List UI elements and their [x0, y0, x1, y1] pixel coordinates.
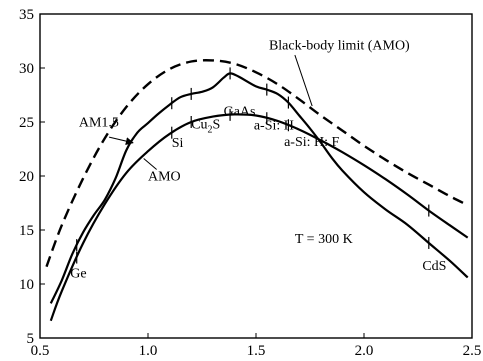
annotation-label: Si	[172, 136, 184, 151]
annotation-label: AMO	[148, 169, 181, 184]
series-line-black-body-limit-amo	[45, 59, 469, 268]
annotation-label: a-Si: H	[254, 119, 294, 134]
y-tick-label: 30	[19, 61, 34, 77]
x-tick-label: 0.5	[31, 343, 50, 359]
y-tick-label: 20	[19, 169, 34, 185]
annotation-label: T = 300 K	[295, 232, 353, 247]
y-tick-label: 10	[19, 277, 34, 293]
annotation-label: Cu2S	[191, 117, 220, 135]
annotation-label: AM1.5	[79, 115, 119, 130]
leader-amo	[143, 158, 157, 170]
annotation-label: Black-body limit (AMO)	[269, 39, 410, 54]
x-tick-label: 1.5	[247, 343, 266, 359]
annotation-label: GaAs	[224, 105, 256, 120]
annotation-label: a-Si: H: F	[284, 135, 339, 150]
x-tick-label: 2.5	[463, 343, 482, 359]
leader-am15	[109, 136, 134, 146]
y-tick-label: 35	[19, 7, 34, 23]
y-tick-label: 25	[19, 115, 34, 131]
x-tick-label: 1.0	[139, 343, 158, 359]
series-line-amo	[49, 113, 469, 322]
y-tick-label: 15	[19, 223, 34, 239]
plot-frame	[39, 13, 473, 339]
series-line-am1-5	[49, 72, 469, 304]
leader-black-body	[294, 54, 313, 107]
annotation-label: Ge	[70, 267, 86, 282]
x-tick-label: 2.0	[355, 343, 374, 359]
annotation-label: CdS	[422, 259, 446, 274]
y-tick-label: 5	[27, 331, 35, 347]
